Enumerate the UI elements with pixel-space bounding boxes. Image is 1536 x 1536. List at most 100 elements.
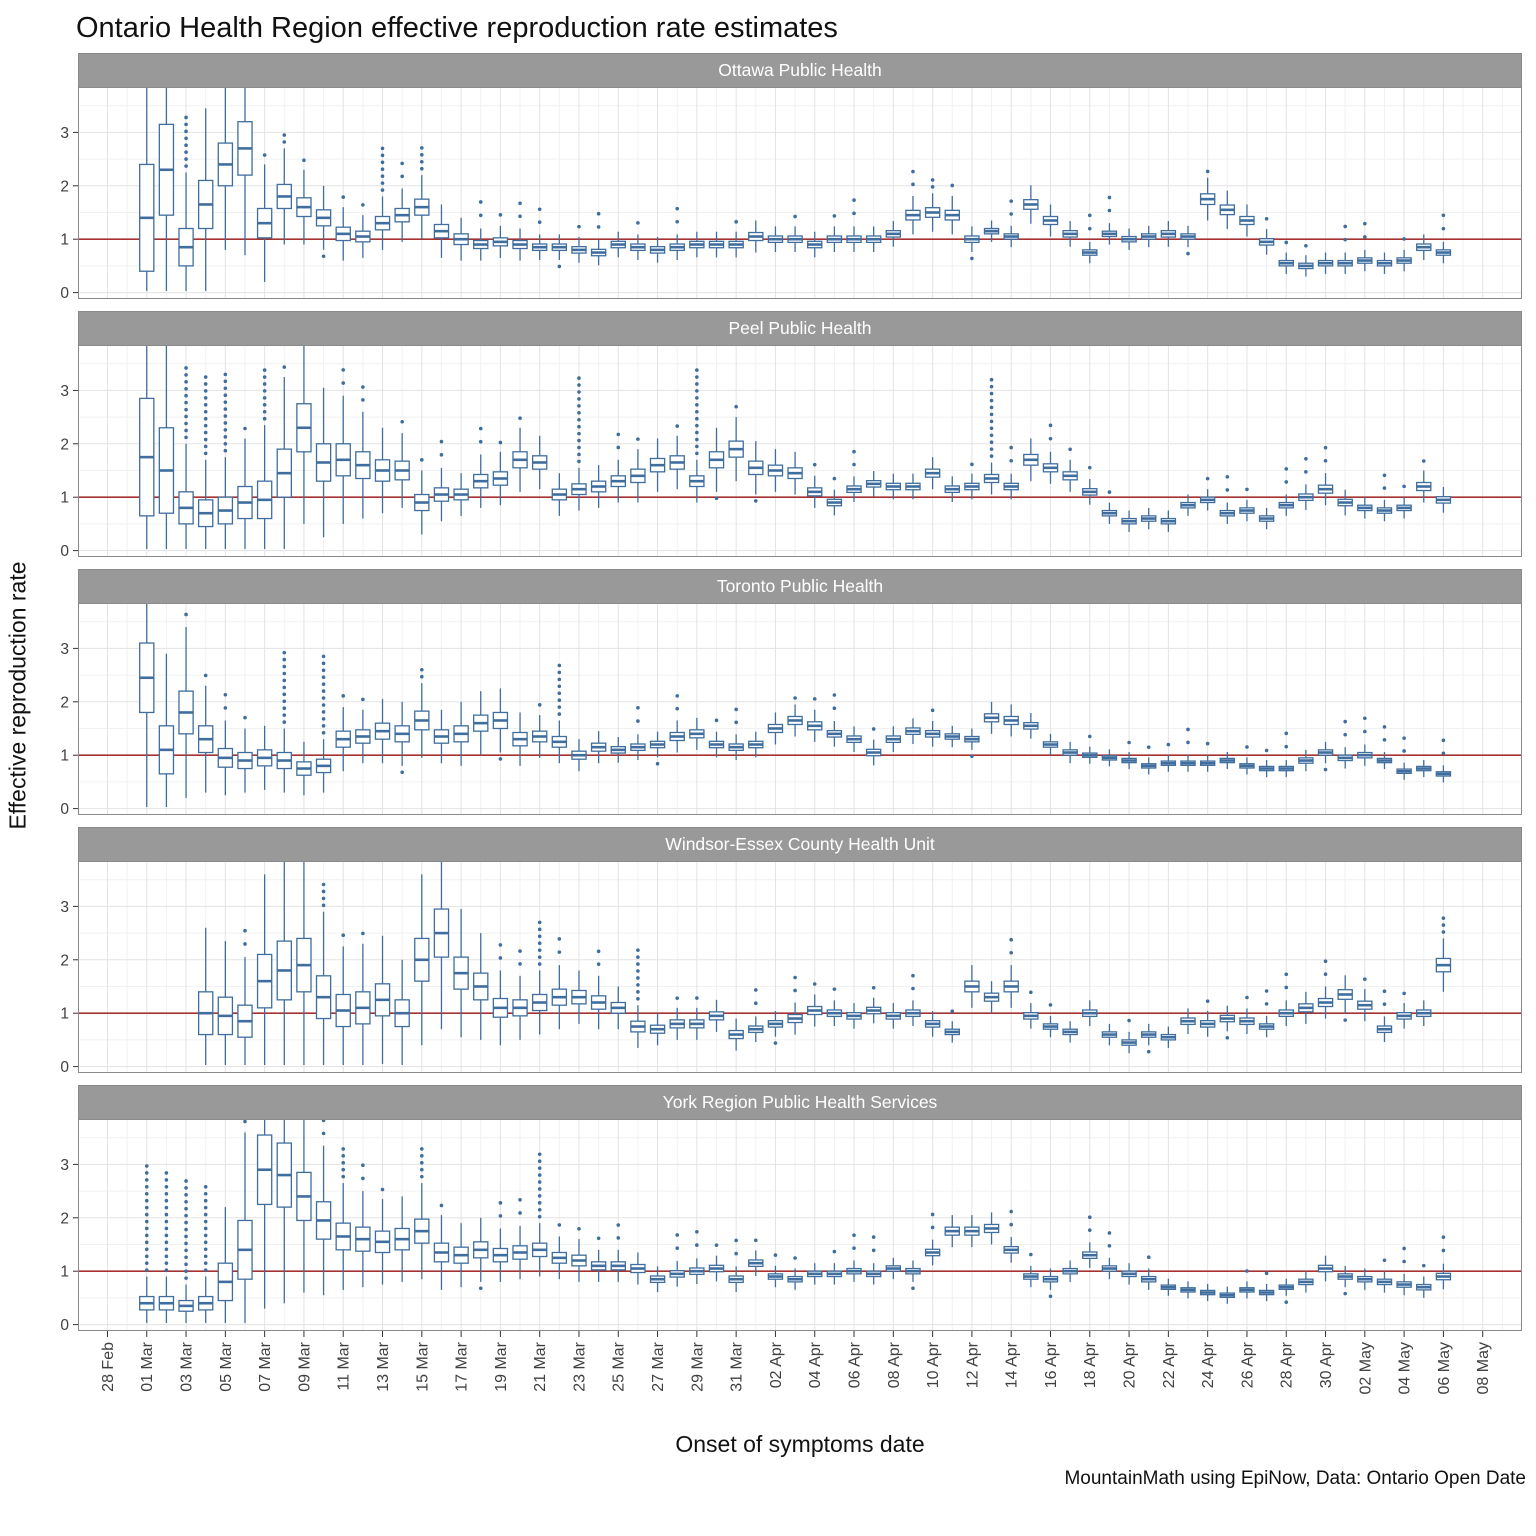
box-group (1416, 759, 1432, 778)
box-group (414, 1147, 430, 1280)
y-tick-label: 3 (60, 125, 69, 142)
box-group (590, 1236, 607, 1282)
box-group (1160, 742, 1177, 772)
facet-panel: Ottawa Public Health 0 1 2 3 (0, 53, 1536, 299)
box-group (669, 206, 685, 261)
box-group (846, 1003, 862, 1029)
y-tick-label: 2 (60, 436, 69, 453)
box-group (551, 234, 568, 269)
x-tick-label: 11 Mar (336, 1341, 353, 1390)
box-group (256, 153, 273, 282)
box-group (689, 368, 705, 503)
box-group (1337, 975, 1353, 1022)
box-group (1435, 738, 1452, 783)
box-group (1101, 1023, 1118, 1046)
box-group (355, 931, 371, 1065)
y-tick-label: 0 (60, 1317, 69, 1331)
y-tick-label: 2 (60, 178, 69, 195)
box-group (158, 87, 175, 291)
facet-chart: 0 1 2 3 (60, 345, 1522, 557)
box-group (1416, 234, 1432, 261)
box-group (1082, 213, 1098, 264)
panel-border (78, 1119, 1522, 1331)
box-group (355, 385, 371, 519)
facet-chart: 0 1 2 3 (60, 1119, 1522, 1331)
box-group (256, 874, 273, 1065)
x-tick-label: 05 Mar (218, 1341, 235, 1391)
box-group (433, 1203, 450, 1290)
box-group (276, 650, 293, 793)
box-group (630, 1252, 646, 1285)
box-group (846, 198, 862, 253)
box-group (296, 861, 312, 1065)
box-group (767, 712, 784, 745)
box-group (885, 221, 902, 247)
x-tick-label: 02 May (1357, 1342, 1374, 1394)
box-group (139, 603, 155, 807)
box-group (1023, 713, 1039, 739)
box-group (1376, 252, 1393, 274)
box-group (689, 1229, 705, 1285)
box-group (1062, 447, 1078, 492)
box-group (1023, 185, 1039, 224)
box-group (807, 462, 823, 508)
box-group (571, 739, 587, 772)
y-tick-label: 2 (60, 1210, 69, 1227)
box-group (944, 183, 960, 235)
box-group (1239, 995, 1255, 1035)
box-group (1337, 719, 1353, 769)
box-group (315, 882, 332, 1065)
box-group (924, 457, 941, 490)
box-group (531, 920, 548, 1035)
box-group (1298, 991, 1314, 1024)
box-group (865, 727, 882, 766)
box-group (807, 231, 823, 258)
box-group (1101, 1231, 1118, 1280)
box-group (512, 1197, 528, 1280)
box-group (1180, 494, 1196, 516)
box-group (826, 476, 843, 516)
box-group (1376, 725, 1393, 770)
y-tick-label: 1 (60, 748, 69, 765)
box-group (1357, 1268, 1373, 1290)
y-tick-label: 1 (60, 232, 69, 249)
box-group (1062, 741, 1078, 764)
box-group (1317, 252, 1334, 274)
box-group (1258, 216, 1275, 255)
box-group (315, 1119, 332, 1296)
box-group (1042, 423, 1059, 484)
box-group (276, 861, 293, 1065)
x-tick-label: 12 Apr (964, 1341, 981, 1388)
y-axis-title: Effective reproduction rate (4, 560, 31, 830)
box-group (1357, 716, 1373, 766)
box-group (1357, 221, 1373, 272)
box-group (748, 1238, 764, 1276)
box-group (571, 1227, 587, 1282)
box-group (276, 365, 293, 549)
box-group (1317, 741, 1334, 772)
x-tick-label: 19 Mar (493, 1341, 510, 1391)
y-axis-ticks: 0 1 2 3 (60, 641, 78, 815)
x-axis-title: Onset of symptoms date (675, 1431, 925, 1457)
box-group (787, 214, 803, 253)
boxes (197, 861, 1452, 1065)
box-group (649, 438, 666, 492)
box-group (1082, 734, 1098, 764)
facet-chart: 0 1 2 3 (60, 87, 1522, 299)
facet-panel: York Region Public Health Services 0 1 2 3 (0, 1085, 1536, 1331)
box-group (728, 1018, 744, 1051)
box-group (826, 693, 843, 747)
panel-area (78, 345, 1522, 557)
box-group (590, 949, 607, 1030)
box-group (964, 965, 980, 1008)
box-group (787, 975, 803, 1035)
box-group (1337, 489, 1353, 516)
x-tick-label: 29 Mar (689, 1341, 706, 1391)
box-group (433, 204, 450, 258)
x-tick-label: 26 Apr (1239, 1341, 1256, 1388)
box-group (1101, 490, 1118, 524)
box-group (1003, 704, 1019, 737)
y-tick-label: 0 (60, 1059, 69, 1073)
box-group (256, 368, 273, 549)
gridlines (78, 1119, 1522, 1331)
